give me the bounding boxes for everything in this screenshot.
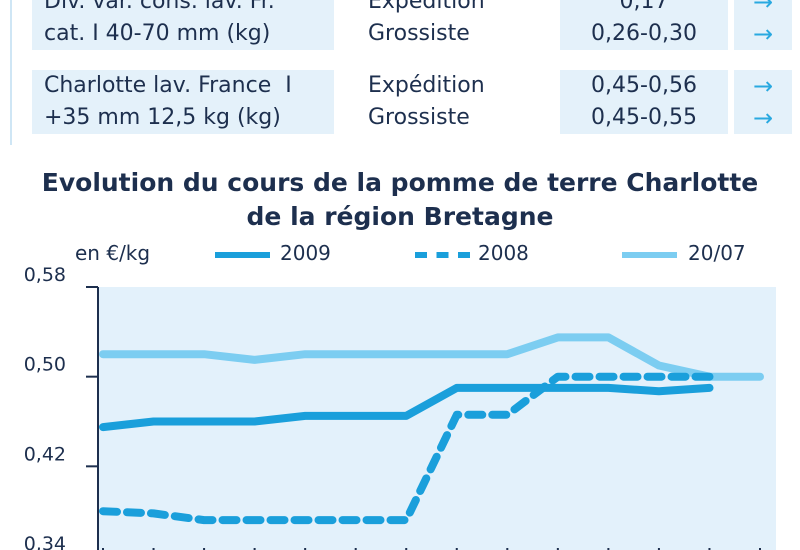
product-cell: cat. I 40-70 mm (kg) [32,18,334,50]
stage-cell: Grossiste [368,21,470,46]
y-tick-label: 0,42 [24,443,66,465]
legend-swatch-2008 [415,252,470,258]
trend-arrow-icon: → [734,18,792,50]
stage-cell: Grossiste [368,105,470,130]
y-tick-label: 0,50 [24,354,66,376]
legend-label-2008: 2008 [478,241,529,265]
price-cell: 0,17 [560,0,728,18]
trend-arrow-icon: → [734,0,792,18]
stage-cell: Expédition [368,73,485,98]
price-cell: 0,45-0,56 [560,70,728,102]
price-cell: 0,26-0,30 [560,18,728,50]
stage-cell: Expédition [368,0,485,14]
price-table: Div. var. cons. lav. Fr. cat. I 40-70 mm… [0,0,800,148]
series-line-2008 [99,372,714,525]
y-tick-label: 0,58 [24,264,66,286]
trend-arrow-icon: → [734,70,792,102]
chart-subtitle: de la région Bretagne [246,202,554,231]
price-cell: 0,45-0,55 [560,102,728,134]
legend-swatch-2007 [622,252,677,258]
legend-label-2007: 20/07 [688,241,746,265]
table-side-rule [10,0,12,145]
chart-title: Evolution du cours de la pomme de terre … [41,168,759,197]
y-axis-unit: en €/kg [75,241,151,265]
product-cell: Charlotte lav. France I [32,70,334,102]
legend-swatch-2009 [215,252,270,258]
series-line-20-07 [99,333,764,381]
y-tick-label: 0,34 [24,533,66,550]
series-line-2009 [99,383,714,432]
legend-label-2009: 2009 [280,241,331,265]
trend-arrow-icon: → [734,102,792,134]
product-cell: Div. var. cons. lav. Fr. [32,0,334,18]
product-cell: +35 mm 12,5 kg (kg) [32,102,334,134]
